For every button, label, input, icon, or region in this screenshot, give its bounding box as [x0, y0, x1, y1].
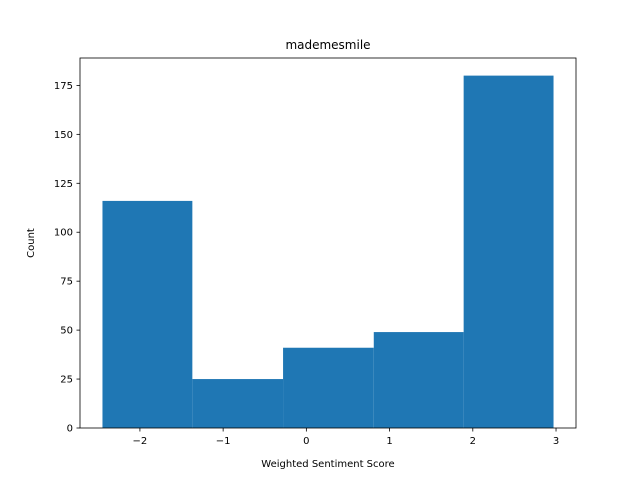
- x-axis-label: Weighted Sentiment Score: [261, 459, 394, 470]
- y-tick-label: 25: [60, 375, 73, 386]
- y-tick-label: 50: [60, 326, 73, 337]
- y-tick-label: 150: [54, 130, 73, 141]
- histogram-bar-5: [463, 75, 554, 428]
- x-tick-label: 3: [553, 436, 559, 447]
- histogram-bar-2: [192, 379, 284, 428]
- histogram-bar-3: [283, 347, 374, 428]
- x-tick-label: 2: [470, 436, 476, 447]
- y-axis-label: Count: [26, 228, 37, 258]
- y-axis-ticks: 0 25 50 75 100 125 150 175: [54, 81, 80, 435]
- histogram-bar-1: [102, 200, 193, 428]
- y-tick-label: 100: [54, 228, 73, 239]
- y-tick-label: 125: [54, 179, 73, 190]
- y-tick-label: 75: [60, 277, 73, 288]
- y-tick-label: 0: [67, 424, 73, 435]
- chart-title: mademesmile: [285, 38, 370, 52]
- histogram-bar-4: [373, 332, 464, 428]
- plot-frame: [79, 57, 577, 429]
- y-tick-label: 175: [54, 81, 73, 92]
- x-tick-label: −1: [216, 436, 231, 447]
- x-tick-label: 0: [303, 436, 309, 447]
- x-axis-ticks: −2 −1 0 1 2 3: [133, 428, 559, 447]
- x-tick-label: −2: [133, 436, 148, 447]
- x-tick-label: 1: [386, 436, 392, 447]
- bars-group: [102, 75, 554, 428]
